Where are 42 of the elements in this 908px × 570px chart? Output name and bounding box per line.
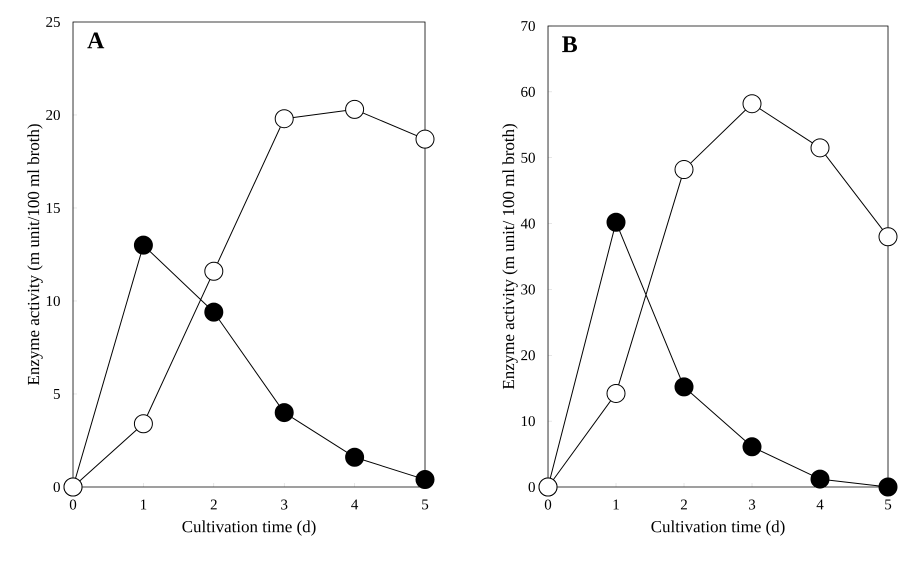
annotation: B [562,36,578,52]
point [345,448,364,467]
x-tick-label: 3 [281,500,288,510]
y-tick-label: 15 [46,202,60,213]
x-tick-label: 1 [614,500,619,510]
point [134,236,153,255]
x-tick-label: 5 [885,500,892,510]
x-tick-label: 2 [680,500,687,510]
y-tick-label: 20 [521,350,535,360]
y-tick-label: 10 [522,416,535,426]
y-tick-label: 60 [521,86,535,97]
y-tick-label: 30 [521,284,535,294]
point [878,477,898,496]
y-tick-label: 50 [521,152,535,163]
point [204,302,224,322]
y-tick-label: 40 [520,218,535,229]
y-tick-label: 0 [54,482,60,492]
x-tick-label: 2 [210,500,217,510]
x-axis-title: Cultivation time (d) [651,520,785,536]
point [416,470,435,490]
x-tick-label: 4 [816,500,824,510]
x-tick-label: 0 [544,500,552,510]
y-tick-label: 25 [46,16,60,27]
x-axis-title: Cultivation time (d) [182,520,316,536]
annotation: A [87,32,104,48]
point [810,470,830,489]
y-tick-label: 0 [528,482,535,492]
x-tick-label: 0 [70,500,76,510]
y-tick-label: 5 [54,389,60,399]
y-tick-label: 10 [46,296,60,306]
x-tick-label: 1 [140,500,146,510]
x-tick-label: 4 [351,500,358,510]
y-tick-label: 20 [46,110,60,120]
point [274,403,294,422]
y-axis-title: Enzyme activity (m unit/ 100 ml broth) [502,124,518,390]
point [742,437,762,456]
y-axis-title: Enzyme activity (m unit/100 ml broth) [27,124,43,385]
point [606,212,626,232]
y-tick-label: 70 [522,20,535,32]
point [674,377,694,396]
x-tick-label: 5 [422,500,428,510]
x-tick-label: 3 [748,500,756,510]
